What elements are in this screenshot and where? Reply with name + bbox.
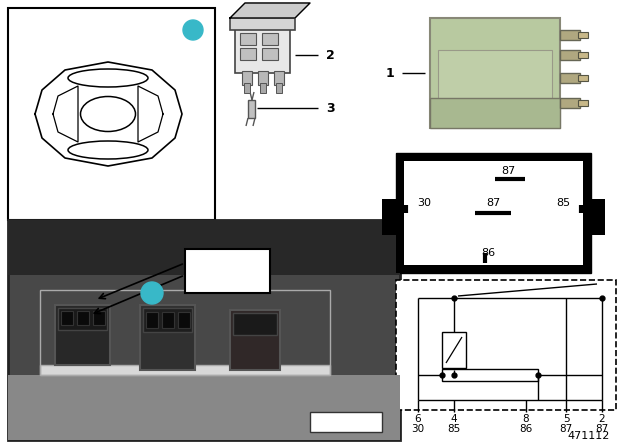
- Polygon shape: [230, 3, 310, 18]
- Bar: [310, 412, 382, 432]
- Text: 87: 87: [486, 198, 500, 208]
- Bar: [442, 369, 538, 381]
- Circle shape: [141, 282, 163, 304]
- Bar: [61, 311, 73, 325]
- Bar: [248, 100, 255, 118]
- Text: 2: 2: [326, 48, 335, 61]
- Bar: [396, 265, 591, 273]
- Bar: [140, 305, 195, 370]
- Bar: [578, 52, 588, 58]
- Text: 85: 85: [556, 198, 570, 208]
- Bar: [58, 308, 107, 330]
- Text: 471112: 471112: [568, 431, 610, 441]
- Bar: [274, 71, 284, 85]
- Bar: [8, 375, 400, 440]
- Text: 5: 5: [563, 414, 570, 424]
- Text: 86: 86: [481, 248, 495, 258]
- Bar: [146, 312, 158, 328]
- Bar: [178, 312, 190, 328]
- Bar: [233, 313, 277, 335]
- Bar: [591, 199, 605, 235]
- Text: 8: 8: [523, 414, 529, 424]
- Bar: [560, 73, 580, 83]
- Text: X1024: X1024: [202, 270, 252, 284]
- Bar: [185, 249, 270, 293]
- Bar: [430, 98, 560, 128]
- Bar: [235, 23, 290, 73]
- Ellipse shape: [81, 96, 136, 132]
- Bar: [560, 98, 580, 108]
- Bar: [230, 18, 295, 30]
- Text: 1: 1: [385, 66, 394, 79]
- Bar: [262, 48, 278, 60]
- Bar: [93, 311, 105, 325]
- Bar: [55, 305, 110, 365]
- Text: 30: 30: [417, 198, 431, 208]
- Bar: [560, 30, 580, 40]
- Text: 1: 1: [148, 287, 156, 300]
- Circle shape: [183, 20, 203, 40]
- Bar: [396, 280, 616, 410]
- Bar: [240, 33, 256, 45]
- Bar: [276, 83, 282, 93]
- Ellipse shape: [68, 69, 148, 87]
- Text: K62: K62: [212, 254, 242, 268]
- Bar: [162, 312, 174, 328]
- Bar: [396, 153, 404, 273]
- Bar: [560, 50, 580, 60]
- Text: 87: 87: [559, 424, 573, 434]
- Text: 30: 30: [412, 424, 424, 434]
- Ellipse shape: [68, 141, 148, 159]
- Text: 1: 1: [189, 25, 197, 35]
- Bar: [8, 220, 400, 275]
- Bar: [438, 50, 552, 120]
- Bar: [583, 153, 591, 273]
- Bar: [396, 153, 591, 273]
- Text: 87: 87: [595, 424, 609, 434]
- Bar: [244, 83, 250, 93]
- Bar: [240, 48, 256, 60]
- Bar: [382, 199, 396, 235]
- Bar: [396, 153, 591, 161]
- Text: 294039: 294039: [324, 417, 367, 427]
- Bar: [578, 32, 588, 38]
- Bar: [40, 365, 330, 375]
- Bar: [578, 75, 588, 81]
- Bar: [40, 290, 330, 375]
- Bar: [262, 33, 278, 45]
- Text: 2: 2: [598, 414, 605, 424]
- Bar: [77, 311, 89, 325]
- Text: 3: 3: [326, 102, 335, 115]
- Bar: [442, 332, 466, 368]
- Text: 85: 85: [447, 424, 461, 434]
- Text: 4: 4: [451, 414, 458, 424]
- Bar: [242, 71, 252, 85]
- Bar: [260, 83, 266, 93]
- Text: 87: 87: [501, 166, 515, 176]
- Bar: [8, 220, 400, 440]
- Bar: [258, 71, 268, 85]
- Text: 6: 6: [415, 414, 421, 424]
- Bar: [578, 100, 588, 106]
- Bar: [430, 18, 560, 128]
- Text: 86: 86: [520, 424, 532, 434]
- Bar: [8, 8, 215, 220]
- Bar: [143, 308, 192, 332]
- Bar: [230, 310, 280, 370]
